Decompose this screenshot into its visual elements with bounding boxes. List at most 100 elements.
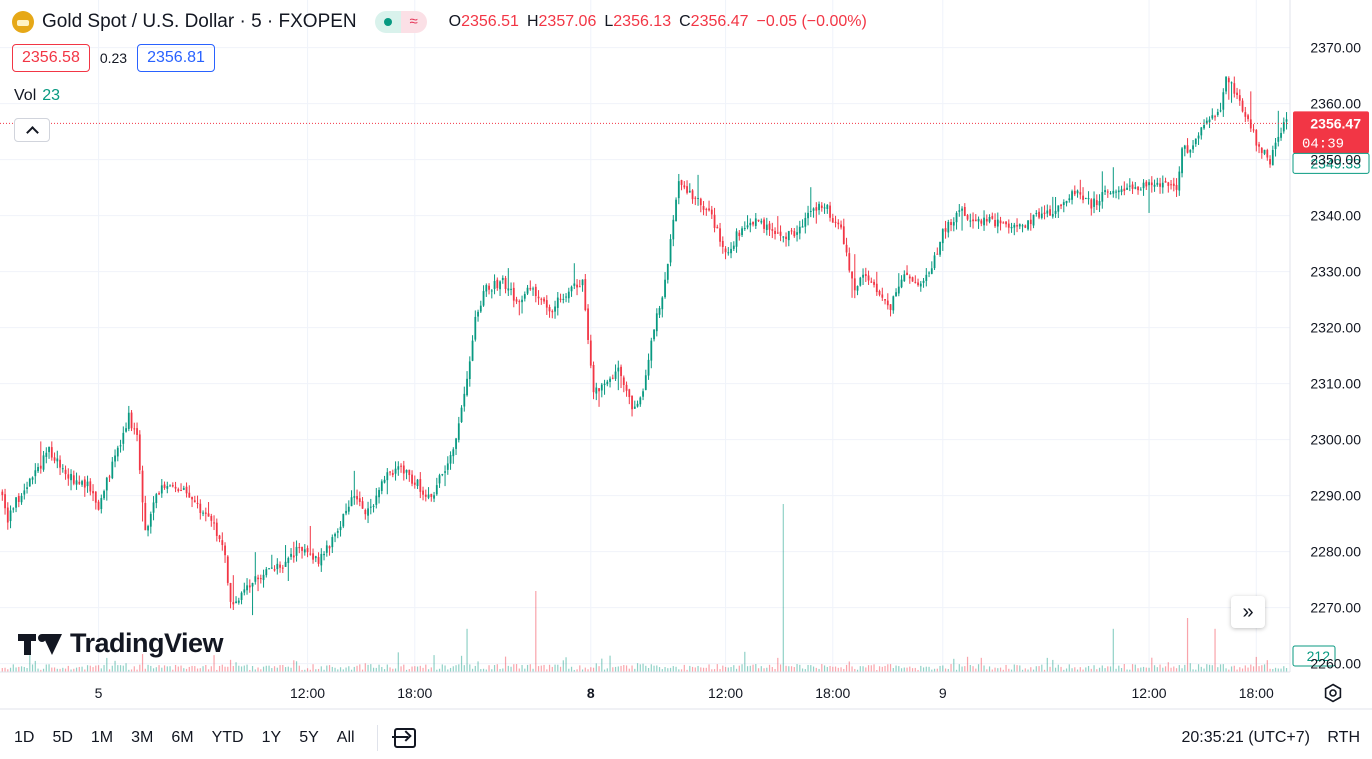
volume-bar: [999, 667, 1002, 672]
candle-body: [59, 459, 61, 468]
volume-bar: [733, 665, 735, 672]
volume-bar: [287, 666, 289, 672]
range-ytd-button[interactable]: YTD: [211, 729, 244, 746]
range-5d-button[interactable]: 5D: [52, 729, 73, 746]
candle-body: [75, 480, 78, 485]
candle-body: [257, 577, 259, 580]
volume-bar: [295, 661, 298, 672]
candle-body: [903, 274, 906, 282]
candle-body: [37, 467, 39, 472]
candle-body: [644, 375, 647, 390]
candle-body: [1057, 205, 1060, 212]
scroll-to-realtime-button[interactable]: »: [1231, 596, 1265, 628]
x-tick-label: 9: [939, 685, 947, 701]
go-to-date-icon[interactable]: [391, 726, 418, 750]
volume-bar: [502, 668, 504, 672]
range-3m-button[interactable]: 3M: [131, 729, 154, 746]
y-tick-label: 2260.00: [1310, 656, 1361, 672]
volume-bar: [1043, 669, 1046, 672]
candle-body: [818, 203, 820, 211]
volume-bar: [194, 666, 196, 672]
volume-bar: [515, 664, 518, 672]
volume-bar: [845, 664, 848, 672]
range-all-button[interactable]: All: [336, 729, 355, 746]
double-chevron-right-icon: »: [1242, 601, 1254, 623]
volume-bar: [554, 664, 556, 672]
candle-body: [983, 217, 985, 226]
axis-settings-icon[interactable]: [1323, 683, 1343, 703]
volume-bar: [576, 669, 578, 672]
candle-body: [394, 468, 397, 474]
volume-bar: [636, 663, 639, 672]
range-1m-button[interactable]: 1M: [90, 729, 114, 746]
range-1y-button[interactable]: 1Y: [261, 729, 282, 746]
candle-body: [81, 481, 83, 485]
volume-bar: [1021, 669, 1024, 672]
volume-bar: [950, 664, 952, 672]
candle-body: [1032, 214, 1035, 226]
volume-bar: [403, 664, 405, 672]
volume-bar: [23, 666, 25, 672]
candle-body: [994, 219, 996, 227]
candle-body: [606, 381, 609, 385]
tradingview-logo[interactable]: TradingView: [18, 628, 224, 659]
sell-price-button[interactable]: 2356.58: [12, 44, 90, 72]
candle-body: [424, 494, 427, 497]
volume-bar: [205, 665, 207, 672]
volume-bar: [122, 665, 124, 672]
timezone-clock[interactable]: 20:35:21 (UTC+7): [1181, 729, 1310, 746]
range-6m-button[interactable]: 6M: [171, 729, 194, 746]
volume-bar: [133, 666, 135, 672]
candle-body: [1109, 193, 1112, 195]
volume-bar: [254, 669, 256, 672]
symbol-title[interactable]: Gold Spot / U.S. Dollar · 5 · FXOPEN: [42, 11, 357, 32]
candle-body: [111, 461, 114, 479]
candle-body: [391, 473, 394, 475]
candle-body: [1079, 192, 1082, 195]
candle-body: [1112, 190, 1115, 194]
bar-countdown: 04:39: [1302, 136, 1344, 152]
volume-bar: [1074, 667, 1076, 672]
x-tick-label: 12:00: [708, 685, 743, 701]
volume-bar: [645, 665, 647, 672]
volume-bar: [367, 664, 369, 672]
candle-body: [1252, 129, 1255, 131]
range-5y-button[interactable]: 5Y: [299, 729, 319, 746]
candle-body: [463, 393, 466, 407]
candle-body: [430, 493, 433, 497]
volume-bar: [458, 664, 460, 672]
candle-body: [928, 272, 930, 274]
volume-bar: [1024, 668, 1026, 672]
volume-bar: [1230, 666, 1233, 672]
session-toggle[interactable]: RTH: [1327, 729, 1360, 746]
candle-body: [1139, 189, 1142, 191]
candle-body: [512, 287, 515, 301]
volume-bar: [1032, 669, 1035, 672]
candle-body: [1035, 212, 1038, 214]
range-1d-button[interactable]: 1D: [14, 729, 35, 746]
candle-body: [367, 508, 369, 516]
candle-body: [906, 272, 908, 276]
candle-body: [856, 286, 859, 291]
volume-bar: [628, 668, 630, 672]
candle-body: [1222, 92, 1225, 110]
candle-body: [281, 567, 284, 569]
candle-body: [851, 271, 853, 279]
volume-bar: [975, 668, 977, 672]
volume-bar: [106, 657, 108, 672]
candle-body: [163, 484, 166, 488]
volume-bar: [724, 666, 727, 672]
volume-bar: [249, 669, 251, 672]
candle-body: [875, 283, 878, 293]
volume-bar: [361, 669, 364, 672]
volume-bar: [878, 666, 881, 672]
candle-body: [1087, 198, 1090, 200]
candle-body: [1150, 182, 1153, 186]
volume-marker-bg: [1292, 645, 1336, 667]
candle-body: [831, 218, 834, 223]
market-status[interactable]: ≈: [374, 11, 427, 33]
volume-bar: [1285, 668, 1288, 672]
buy-price-button[interactable]: 2356.81: [137, 44, 215, 72]
collapse-legend-button[interactable]: [14, 118, 50, 142]
